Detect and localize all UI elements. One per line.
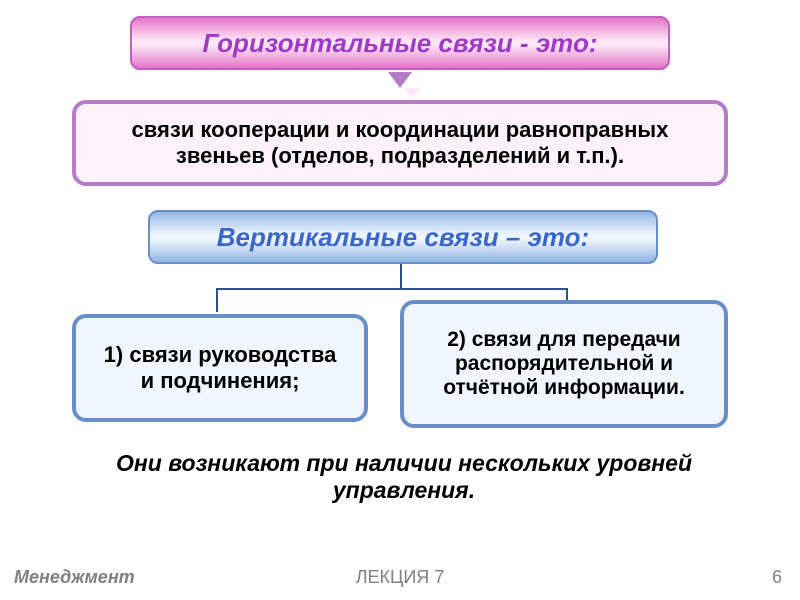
connector-drop-right [566, 288, 568, 300]
title-horizontal-links: Горизонтальные связи - это: [130, 16, 670, 70]
connector-hbar [216, 288, 568, 290]
box-vertical-b-text: 2) связи для передачи распорядительной и… [420, 328, 708, 400]
box-vertical-a-text: 1) связи руководства и подчинения; [92, 342, 348, 394]
bottom-caption-text: Они возникают при наличии нескольких уро… [116, 450, 692, 503]
connector-drop-left [216, 288, 218, 312]
box-horizontal-text: связи кооперации и координации равноправ… [92, 117, 708, 169]
box-vertical-b: 2) связи для передачи распорядительной и… [400, 300, 728, 428]
box-horizontal-desc: связи кооперации и координации равноправ… [72, 100, 728, 186]
box-vertical-a: 1) связи руководства и подчинения; [72, 314, 368, 422]
arrow-down-icon [388, 72, 412, 88]
bottom-caption: Они возникают при наличии нескольких уро… [104, 450, 704, 504]
footer-left: Менеджмент [14, 567, 135, 588]
connector-stem [400, 264, 402, 288]
title-vertical-label: Вертикальные связи – это: [217, 222, 589, 253]
footer-page-number: 6 [772, 567, 782, 588]
title-horizontal-label: Горизонтальные связи - это: [203, 28, 598, 59]
footer-center: ЛЕКЦИЯ 7 [356, 567, 445, 588]
title-vertical-links: Вертикальные связи – это: [148, 210, 658, 264]
